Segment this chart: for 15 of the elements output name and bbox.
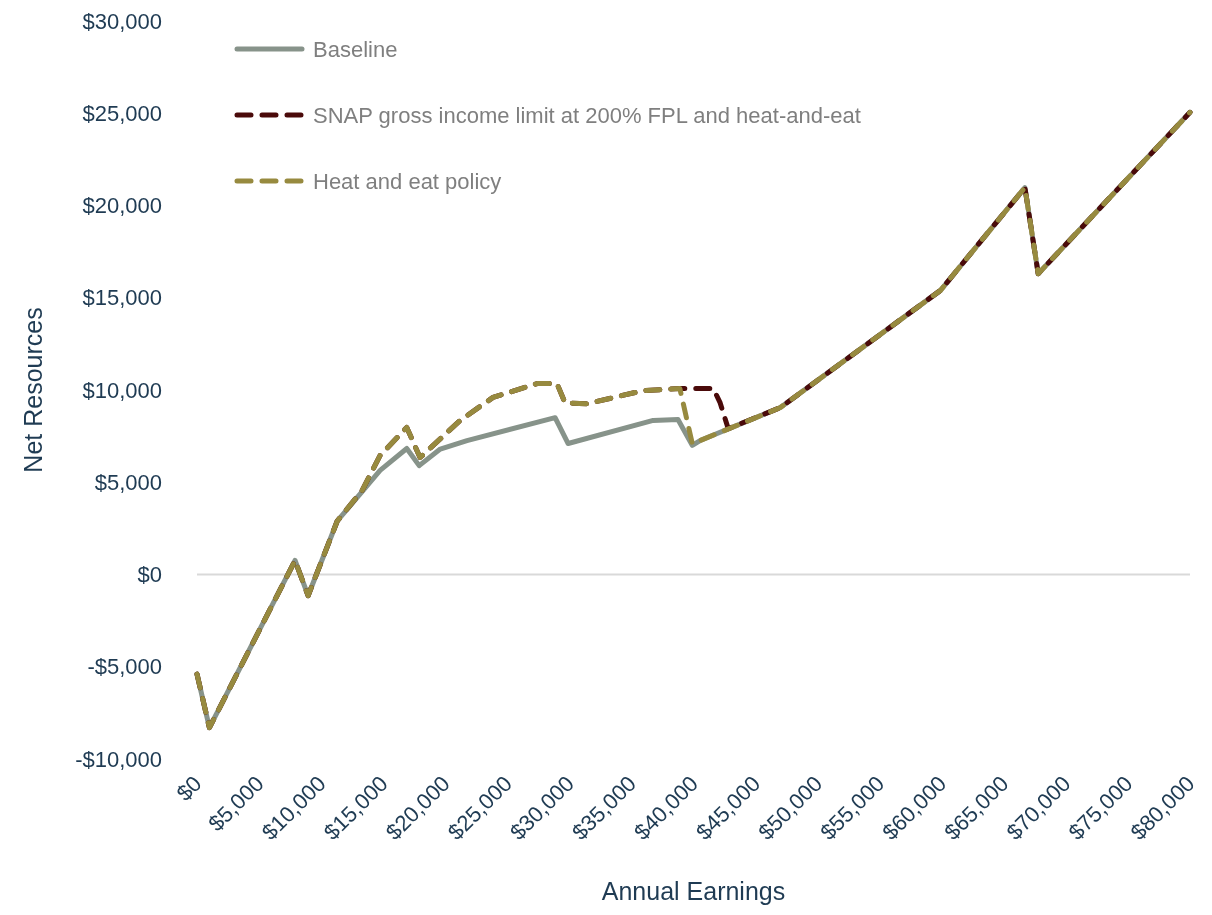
y-tick-label: $15,000 <box>82 285 162 311</box>
y-tick-label: $0 <box>137 562 162 588</box>
x-axis-title: Annual Earnings <box>601 877 786 905</box>
legend-label: Heat and eat policy <box>313 168 502 194</box>
y-tick-label: $10,000 <box>82 377 162 403</box>
y-tick-label: $5,000 <box>94 469 162 495</box>
y-axis-title: Net Resources <box>19 307 47 473</box>
y-tick-label: -$5,000 <box>87 654 162 680</box>
y-tick-label: $25,000 <box>82 100 162 126</box>
x-tick-label: $0 <box>171 770 207 806</box>
y-tick-label: -$10,000 <box>75 746 162 772</box>
legend-label: Baseline <box>313 36 398 62</box>
y-tick-label: $20,000 <box>82 193 162 219</box>
legend-label: SNAP gross income limit at 200% FPL and heat-and-eat <box>313 102 861 128</box>
y-tick-label: $30,000 <box>82 8 162 34</box>
